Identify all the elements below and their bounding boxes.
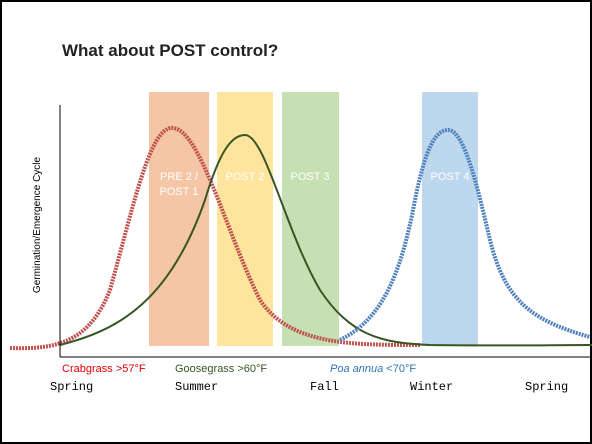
poa-annua-curve: [339, 127, 591, 342]
window-label: PRE 2 /: [160, 171, 199, 183]
season-label: Fall: [310, 380, 339, 394]
species-threshold: >57°F: [116, 363, 146, 375]
species-threshold: <70°F: [386, 363, 416, 375]
window-band: [422, 92, 478, 346]
window-label: POST 4: [431, 171, 470, 183]
window-label: POST 3: [291, 171, 330, 183]
species-name: Goosegrass: [175, 363, 235, 375]
y-axis-label: Germination/Emergence Cycle: [32, 156, 43, 293]
window-band: [282, 92, 339, 346]
window-label: POST 2: [226, 171, 265, 183]
species-label: Poa annua <70°F: [330, 363, 416, 375]
season-label: Spring: [50, 380, 93, 394]
goosegrass-curve: [59, 133, 592, 347]
window-label: POST 1: [160, 186, 199, 198]
species-name: Poa annua: [330, 363, 383, 375]
window-band: [149, 92, 209, 346]
species-name: Crabgrass: [62, 363, 113, 375]
season-label: Winter: [410, 380, 453, 394]
season-label: Summer: [175, 380, 218, 394]
season-label: Spring: [525, 380, 568, 394]
species-label: Crabgrass >57°F: [62, 363, 146, 375]
species-label: Goosegrass >60°F: [175, 363, 267, 375]
crabgrass-curve: [9, 125, 421, 351]
species-threshold: >60°F: [237, 363, 267, 375]
title: What about POST control?: [62, 41, 278, 60]
